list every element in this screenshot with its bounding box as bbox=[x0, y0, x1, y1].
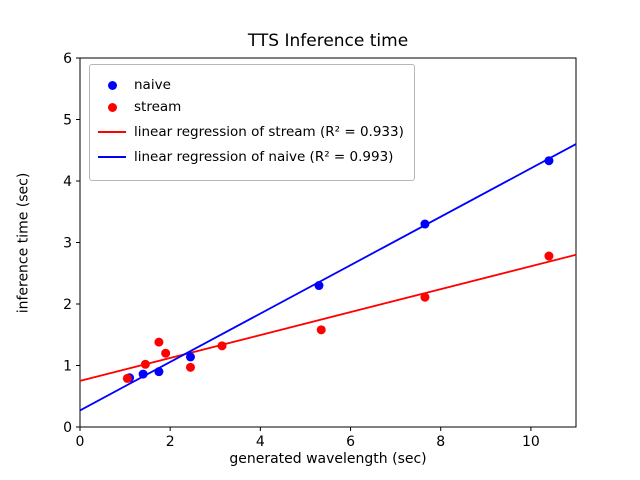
y-tick-label: 2 bbox=[63, 297, 72, 313]
naive-point bbox=[544, 156, 554, 166]
chart-title: TTS Inference time bbox=[247, 31, 409, 51]
x-axis-label: generated wavelength (sec) bbox=[229, 451, 427, 467]
naive-point bbox=[314, 281, 324, 291]
naive-point bbox=[154, 367, 164, 377]
y-tick-label: 1 bbox=[63, 359, 72, 375]
legend-label-stream: stream bbox=[134, 99, 182, 115]
y-tick-label: 0 bbox=[63, 420, 72, 436]
naive-point bbox=[185, 352, 195, 362]
legend-label-stream-regression: linear regression of stream (R² = 0.933) bbox=[134, 124, 404, 140]
stream-point bbox=[140, 359, 150, 369]
x-tick-label: 10 bbox=[522, 434, 540, 450]
stream-point bbox=[316, 325, 326, 335]
y-tick-label: 4 bbox=[63, 174, 72, 190]
legend-label-naive-regression: linear regression of naive (R² = 0.993) bbox=[134, 149, 394, 165]
y-tick-label: 3 bbox=[63, 236, 72, 252]
legend-label-naive: naive bbox=[134, 77, 171, 93]
legend-item-stream: stream bbox=[98, 98, 404, 116]
x-tick-label: 0 bbox=[76, 434, 85, 450]
x-tick-label: 8 bbox=[436, 434, 445, 450]
stream-point bbox=[122, 373, 132, 383]
stream-regression-line-icon bbox=[98, 131, 126, 133]
linear-regression-of-stream-line bbox=[79, 253, 577, 382]
stream-point bbox=[217, 341, 227, 351]
x-tick-label: 2 bbox=[166, 434, 175, 450]
x-tick-label: 4 bbox=[256, 434, 265, 450]
stream-point bbox=[161, 348, 171, 358]
y-tick-label: 5 bbox=[63, 113, 72, 129]
legend-item-stream-regression: linear regression of stream (R² = 0.933) bbox=[98, 123, 404, 141]
legend-item-naive-regression: linear regression of naive (R² = 0.993) bbox=[98, 148, 404, 166]
legend-item-naive: naive bbox=[98, 76, 404, 94]
naive-point bbox=[138, 369, 148, 379]
naive-regression-line-icon bbox=[98, 156, 126, 158]
stream-point bbox=[420, 292, 430, 302]
x-tick-label: 6 bbox=[346, 434, 355, 450]
y-axis-label-wrap: inference time (sec) bbox=[2, 58, 44, 427]
linear-regression-of-naive-line bbox=[79, 143, 577, 412]
legend: naive stream linear regression of stream… bbox=[89, 64, 415, 181]
naive-point bbox=[420, 219, 430, 229]
stream-dot-icon bbox=[98, 102, 126, 112]
stream-point bbox=[154, 337, 164, 347]
naive-dot-icon bbox=[98, 80, 126, 90]
stream-point bbox=[185, 362, 195, 372]
stream-point bbox=[544, 251, 554, 261]
y-axis-label: inference time (sec) bbox=[15, 172, 32, 313]
y-tick-label: 6 bbox=[63, 51, 72, 67]
